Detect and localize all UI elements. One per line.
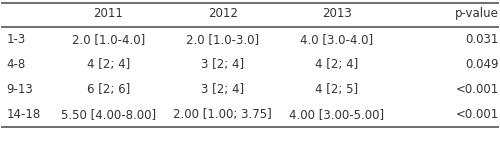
Text: 2.00 [1.00; 3.75]: 2.00 [1.00; 3.75] [174, 108, 272, 121]
Text: 0.031: 0.031 [465, 33, 498, 46]
Text: 6 [2; 6]: 6 [2; 6] [86, 83, 130, 96]
Text: 2.0 [1.0-4.0]: 2.0 [1.0-4.0] [72, 33, 145, 46]
Text: 4 [2; 4]: 4 [2; 4] [86, 58, 130, 71]
Text: 2012: 2012 [208, 7, 238, 20]
Text: 4.0 [3.0-4.0]: 4.0 [3.0-4.0] [300, 33, 374, 46]
Text: 3 [2; 4]: 3 [2; 4] [201, 83, 244, 96]
Text: 14-18: 14-18 [6, 108, 40, 121]
Text: 2.0 [1.0-3.0]: 2.0 [1.0-3.0] [186, 33, 259, 46]
Text: 1-3: 1-3 [6, 33, 26, 46]
Text: 5.50 [4.00-8.00]: 5.50 [4.00-8.00] [60, 108, 156, 121]
Text: <0.001: <0.001 [456, 108, 498, 121]
Text: 4.00 [3.00-5.00]: 4.00 [3.00-5.00] [290, 108, 384, 121]
Text: p-value: p-value [454, 7, 498, 20]
Text: 2013: 2013 [322, 7, 352, 20]
Text: <0.001: <0.001 [456, 83, 498, 96]
Text: 3 [2; 4]: 3 [2; 4] [201, 58, 244, 71]
Text: 4 [2; 5]: 4 [2; 5] [316, 83, 358, 96]
Text: 4-8: 4-8 [6, 58, 26, 71]
Text: 4 [2; 4]: 4 [2; 4] [316, 58, 358, 71]
Text: 2011: 2011 [94, 7, 123, 20]
Text: 0.049: 0.049 [465, 58, 498, 71]
Text: 9-13: 9-13 [6, 83, 33, 96]
